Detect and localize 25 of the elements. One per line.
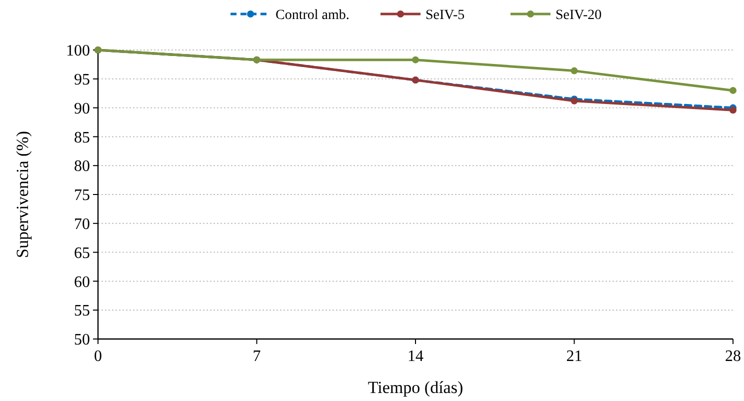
y-tick-label: 90 (74, 100, 90, 118)
y-tick-label: 95 (74, 72, 90, 88)
y-tick-label: 60 (74, 274, 90, 291)
y-tick-label: 85 (74, 129, 90, 146)
point (412, 56, 419, 64)
y-axis-title: Supervivencia (%) (13, 131, 32, 258)
y-tick-label: 55 (74, 302, 90, 320)
x-tick-label: 21 (566, 348, 582, 365)
legend-label: SeIV-5 (426, 8, 465, 23)
y-tick-label: 50 (74, 332, 90, 349)
x-tick-label: 0 (94, 348, 102, 365)
x-tick-label: 14 (408, 348, 424, 365)
point (730, 86, 736, 94)
x-tick-label: 28 (725, 348, 741, 365)
y-tick-label: 100 (66, 42, 90, 60)
y-tick-label: 65 (74, 244, 90, 262)
legend-label: SeIV-20 (556, 8, 602, 23)
point (730, 106, 736, 114)
x-tick-label: 7 (252, 348, 261, 365)
y-tick-label: 70 (74, 216, 90, 233)
x-axis-title: Tiempo (días) (368, 378, 464, 397)
y-tick-label: 75 (74, 187, 90, 204)
y-tick-label: 80 (74, 158, 90, 176)
point (570, 67, 578, 74)
legend-label: Control amb. (276, 8, 350, 23)
